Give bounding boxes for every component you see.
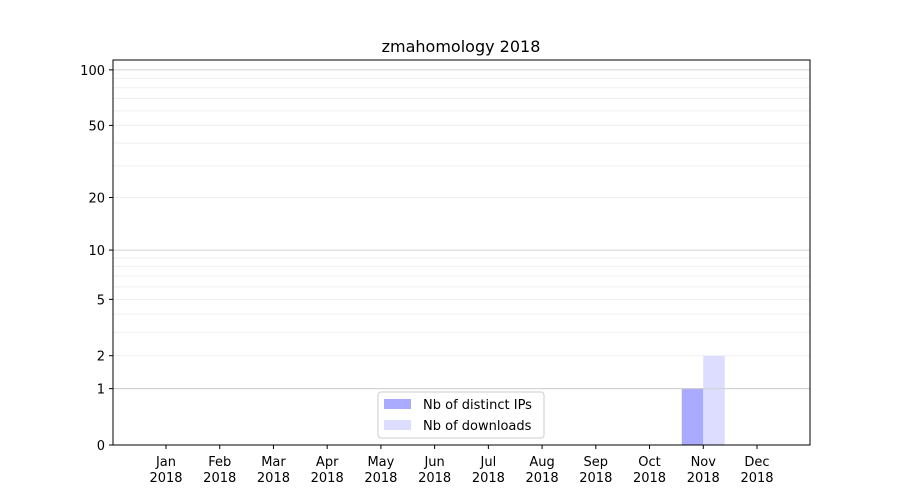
x-tick-label: Feb 2018 bbox=[203, 455, 236, 486]
y-tick-label: 1 bbox=[97, 383, 105, 398]
x-tick-label: Nov 2018 bbox=[687, 455, 720, 486]
y-tick-label: 20 bbox=[88, 192, 105, 207]
x-axis: Jan 2018 Feb 2018 Mar 2018 Apr 2018 May 2018 Jun 20… bbox=[149, 445, 774, 486]
x-tick-label: Jan 2018 bbox=[149, 455, 182, 486]
legend-swatch bbox=[384, 420, 411, 430]
y-axis: 0 1 2 5 10 20 50 100 bbox=[80, 64, 113, 454]
bars bbox=[113, 355, 810, 445]
legend-box bbox=[377, 391, 545, 439]
chart-title: zmahomology 2018 bbox=[382, 37, 541, 56]
x-tick-label: Apr 2018 bbox=[311, 455, 344, 486]
x-tick-label: May 2018 bbox=[364, 455, 397, 486]
x-tick-label: Jun 2018 bbox=[418, 455, 451, 486]
legend-label: Nb of downloads bbox=[423, 419, 532, 434]
bar bbox=[681, 388, 704, 445]
x-tick-label: Aug 2018 bbox=[526, 455, 559, 486]
x-tick-label: Dec 2018 bbox=[740, 455, 773, 486]
y-tick-label: 100 bbox=[80, 64, 105, 79]
x-tick-label: Jul 2018 bbox=[472, 455, 505, 486]
x-tick-label: Oct 2018 bbox=[633, 455, 666, 486]
legend: Nb of distinct IPs Nb of downloads bbox=[377, 391, 545, 439]
legend-label: Nb of distinct IPs bbox=[423, 398, 532, 413]
plot-frame bbox=[112, 59, 811, 446]
x-tick-label: Sep 2018 bbox=[579, 455, 612, 486]
bar bbox=[703, 355, 725, 445]
legend-swatch bbox=[384, 399, 411, 409]
y-tick-label: 0 bbox=[97, 439, 105, 454]
x-tick-label: Mar 2018 bbox=[257, 455, 290, 486]
y-tick-label: 10 bbox=[88, 244, 105, 259]
grid bbox=[113, 69, 810, 390]
y-tick-label: 50 bbox=[88, 119, 105, 134]
y-tick-label: 5 bbox=[97, 293, 105, 308]
y-tick-label: 2 bbox=[97, 350, 105, 365]
